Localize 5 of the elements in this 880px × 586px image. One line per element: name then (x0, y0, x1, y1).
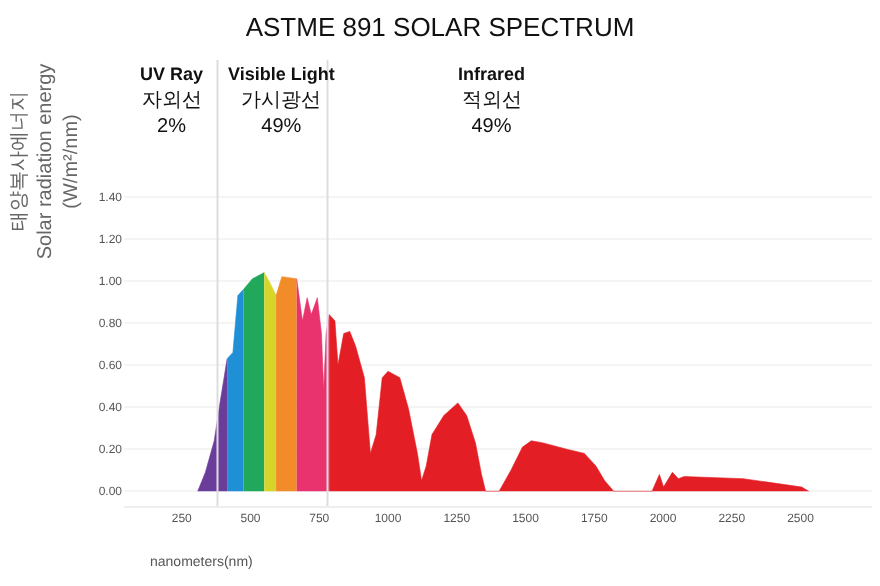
annotation: Visible Light 가시광선 49% (228, 64, 335, 138)
y-axis-title: 태양복사에너지 Solar radiation energy (W/m²/nm) (9, 63, 84, 260)
annotation: Infrared 적외선 49% (458, 64, 526, 138)
annotation: UV Ray 자외선 2% (140, 64, 204, 138)
chart-title: ASTME 891 SOLAR SPECTRUM (245, 11, 635, 42)
